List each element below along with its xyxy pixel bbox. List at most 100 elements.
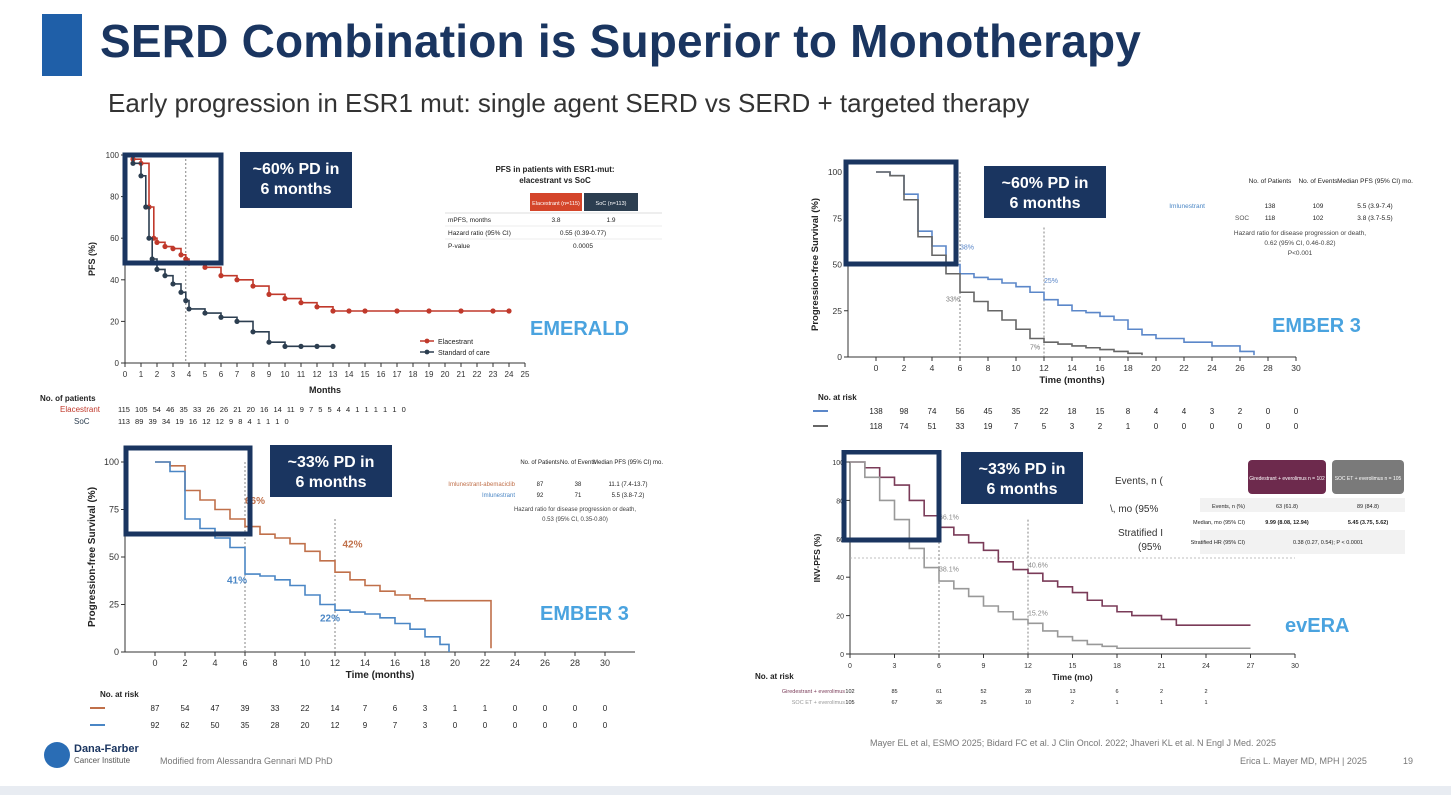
inset-row-label-1: Hazard ratio (95% CI)	[448, 230, 511, 237]
risk-value: 19	[984, 422, 993, 431]
x-tick-label: 4	[930, 363, 935, 373]
risk-value: 6	[393, 704, 398, 713]
censor-mark	[202, 264, 208, 270]
censor-mark	[458, 308, 464, 314]
censor-mark	[394, 308, 400, 314]
inset-h-2: Median PFS (95% CI) mo.	[1337, 178, 1413, 185]
risk-value: 56	[956, 407, 965, 416]
inset-hr-3: P<0.001	[1288, 250, 1313, 257]
risk-value: 7	[393, 721, 398, 730]
x-tick-label: 10	[300, 658, 310, 668]
risk-value: 67	[891, 700, 897, 706]
risk-value: 54	[181, 704, 190, 713]
x-tick-label: 12	[313, 370, 322, 379]
risk-value: 0	[453, 721, 458, 730]
x-axis-label: Months	[309, 385, 341, 395]
censor-mark	[506, 308, 512, 314]
risk-value: 14	[331, 704, 340, 713]
inset-row-v2-0: 1.9	[606, 217, 615, 224]
x-tick-label: 2	[902, 363, 907, 373]
y-axis-label: INV-PFS (%)	[812, 534, 822, 583]
risk-value: 13	[1069, 689, 1075, 695]
x-tick-label: 0	[123, 370, 128, 379]
bottom-strip	[0, 786, 1451, 795]
x-tick-label: 9	[267, 370, 272, 379]
risk-value: 2	[1071, 700, 1074, 706]
x-tick-label: 27	[1247, 663, 1255, 670]
risk-value: 105	[845, 700, 854, 706]
censor-mark	[314, 343, 320, 349]
inset-l-1: Imlunestrant	[482, 493, 515, 499]
x-tick-label: 7	[235, 370, 240, 379]
callout-box	[240, 152, 352, 208]
inset-side-1: \, mo (95%	[1110, 504, 1158, 515]
risk-table-header: No. at risk	[818, 393, 857, 402]
risk-values-1: 113 89 39 34 19 16 12 12 9 8 4 1 1 1 0	[118, 417, 289, 426]
x-tick-label: 25	[521, 370, 530, 379]
percent-annotation: 38.1%	[939, 566, 959, 573]
x-tick-label: 8	[251, 370, 256, 379]
km-curve-0	[155, 461, 492, 649]
risk-value: 102	[845, 689, 854, 695]
risk-value: 74	[928, 407, 937, 416]
page-number: 19	[1403, 756, 1414, 766]
slide-title: SERD Combination is Superior to Monother…	[100, 15, 1142, 67]
risk-value: 74	[900, 422, 909, 431]
inset-l-0: Events, n (%)	[1212, 504, 1245, 510]
y-tick-label: 100	[104, 457, 119, 467]
emerald-inset-table: PFS in patients with ESR1-mut: elacestra…	[445, 165, 662, 250]
risk-value: 85	[891, 689, 897, 695]
risk-value: 1	[1126, 422, 1131, 431]
percent-annotation: 22%	[320, 614, 340, 625]
censor-mark	[218, 273, 224, 279]
x-tick-label: 20	[1151, 363, 1161, 373]
callout-line-2: 6 months	[986, 481, 1057, 498]
x-tick-label: 6	[219, 370, 224, 379]
x-tick-label: 4	[212, 658, 217, 668]
risk-value: 0	[1294, 422, 1299, 431]
inset-h-0: Giredestrant + everolimus n = 102	[1249, 476, 1325, 482]
censor-mark	[183, 256, 189, 262]
risk-value: 5	[1042, 422, 1047, 431]
x-tick-label: 4	[187, 370, 192, 379]
y-tick-label: 50	[109, 552, 119, 562]
inset-m-1: 5.5 (3.8-7.2)	[612, 493, 645, 499]
risk-value: 0	[1266, 407, 1271, 416]
inset-v1-1: 9.99 (8.08, 12.94)	[1265, 520, 1309, 526]
km-curve-1	[155, 461, 450, 652]
x-tick-label: 1	[139, 370, 144, 379]
risk-table-header: No. at risk	[755, 672, 794, 681]
x-tick-label: 30	[1291, 363, 1301, 373]
censor-mark	[218, 314, 224, 320]
censor-mark	[149, 256, 155, 262]
x-tick-label: 14	[360, 658, 370, 668]
censor-mark	[250, 329, 256, 335]
x-tick-label: 18	[1123, 363, 1133, 373]
inset-h-1: No. of Events	[560, 460, 596, 466]
inset-n-0: 138	[1265, 203, 1276, 210]
censor-mark	[298, 300, 304, 306]
km-curve-0	[850, 461, 1251, 626]
censor-mark	[266, 339, 272, 345]
percent-annotation: 40.6%	[1028, 563, 1048, 570]
y-tick-label: 40	[110, 276, 119, 285]
risk-value: 1	[1115, 700, 1118, 706]
risk-value: 47	[211, 704, 220, 713]
callout-line-1: ~60% PD in	[253, 161, 340, 178]
legend-label: Elacestrant	[438, 339, 473, 346]
risk-value: 0	[603, 721, 608, 730]
y-tick-label: 100	[106, 151, 120, 160]
risk-row-label: SOC ET + everolimus	[792, 700, 845, 706]
inset-hr-1: Hazard ratio for disease progression or …	[1234, 230, 1366, 237]
censor-mark	[178, 252, 184, 258]
risk-value: 52	[980, 689, 986, 695]
y-tick-label: 0	[840, 652, 844, 659]
x-tick-label: 24	[510, 658, 520, 668]
risk-value: 138	[869, 407, 883, 416]
censor-mark	[162, 273, 168, 279]
x-tick-label: 6	[958, 363, 963, 373]
censor-mark	[250, 283, 256, 289]
inset-side-3: (95%	[1138, 542, 1161, 553]
y-tick-label: 80	[836, 498, 844, 505]
